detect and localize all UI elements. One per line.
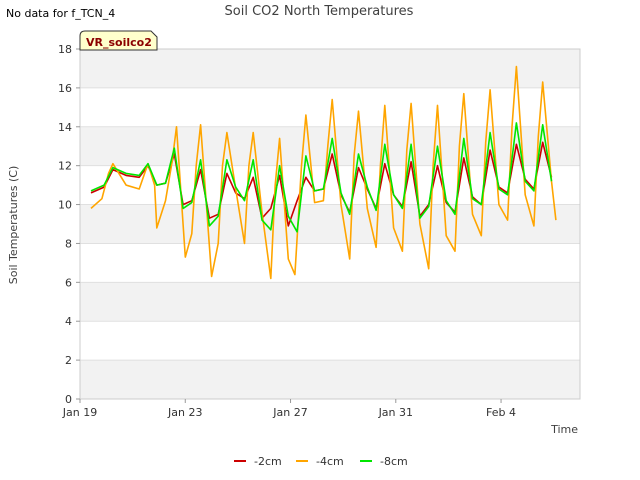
x-axis-label: Time bbox=[550, 423, 578, 436]
x-tick-label: Jan 31 bbox=[378, 406, 413, 419]
y-tick-label: 10 bbox=[58, 199, 72, 212]
grid-band bbox=[80, 49, 580, 88]
x-axis-ticks: Jan 19 Jan 23 Jan 27 Jan 31 Feb 4 bbox=[62, 399, 516, 419]
y-tick-label: 16 bbox=[58, 82, 72, 95]
legend-label: -4cm bbox=[316, 455, 344, 468]
y-axis-label: Soil Temperatures (C) bbox=[7, 166, 20, 285]
series-line-minus-8cm bbox=[90, 122, 553, 233]
grid-band bbox=[80, 360, 580, 399]
y-tick-label: 12 bbox=[58, 160, 72, 173]
x-tick-label: Jan 23 bbox=[167, 406, 202, 419]
y-tick-label: 18 bbox=[58, 43, 72, 56]
y-tick-label: 0 bbox=[65, 393, 72, 406]
y-tick-label: 6 bbox=[65, 276, 72, 289]
site-tag-box bbox=[79, 30, 158, 51]
plot-background bbox=[80, 48, 580, 400]
grid-band bbox=[80, 204, 580, 244]
y-tick-label: 14 bbox=[58, 121, 72, 134]
chart-title: Soil CO2 North Temperatures bbox=[225, 4, 414, 19]
x-tick-label: Feb 4 bbox=[486, 406, 516, 419]
y-tick-label: 4 bbox=[65, 315, 72, 328]
grid-band bbox=[80, 282, 580, 322]
legend-label: -8cm bbox=[380, 455, 408, 468]
legend-label: -2cm bbox=[254, 455, 282, 468]
y-axis-ticks: 0 2 4 6 8 10 12 14 16 18 bbox=[58, 43, 80, 406]
y-tick-label: 8 bbox=[65, 237, 72, 250]
legend: -2cm -4cm -8cm bbox=[234, 455, 408, 468]
plot-frame bbox=[79, 48, 581, 400]
plot-lines bbox=[90, 65, 557, 280]
no-data-note: No data for f_TCN_4 bbox=[6, 7, 115, 20]
x-tick-label: Jan 19 bbox=[62, 406, 97, 419]
x-tick-label: Jan 27 bbox=[272, 406, 307, 419]
site-tag-label: VR_soilco2 bbox=[86, 36, 152, 49]
y-tick-label: 2 bbox=[65, 354, 72, 367]
grid-band bbox=[80, 126, 580, 166]
site-tag: VR_soilco2 bbox=[79, 30, 158, 51]
